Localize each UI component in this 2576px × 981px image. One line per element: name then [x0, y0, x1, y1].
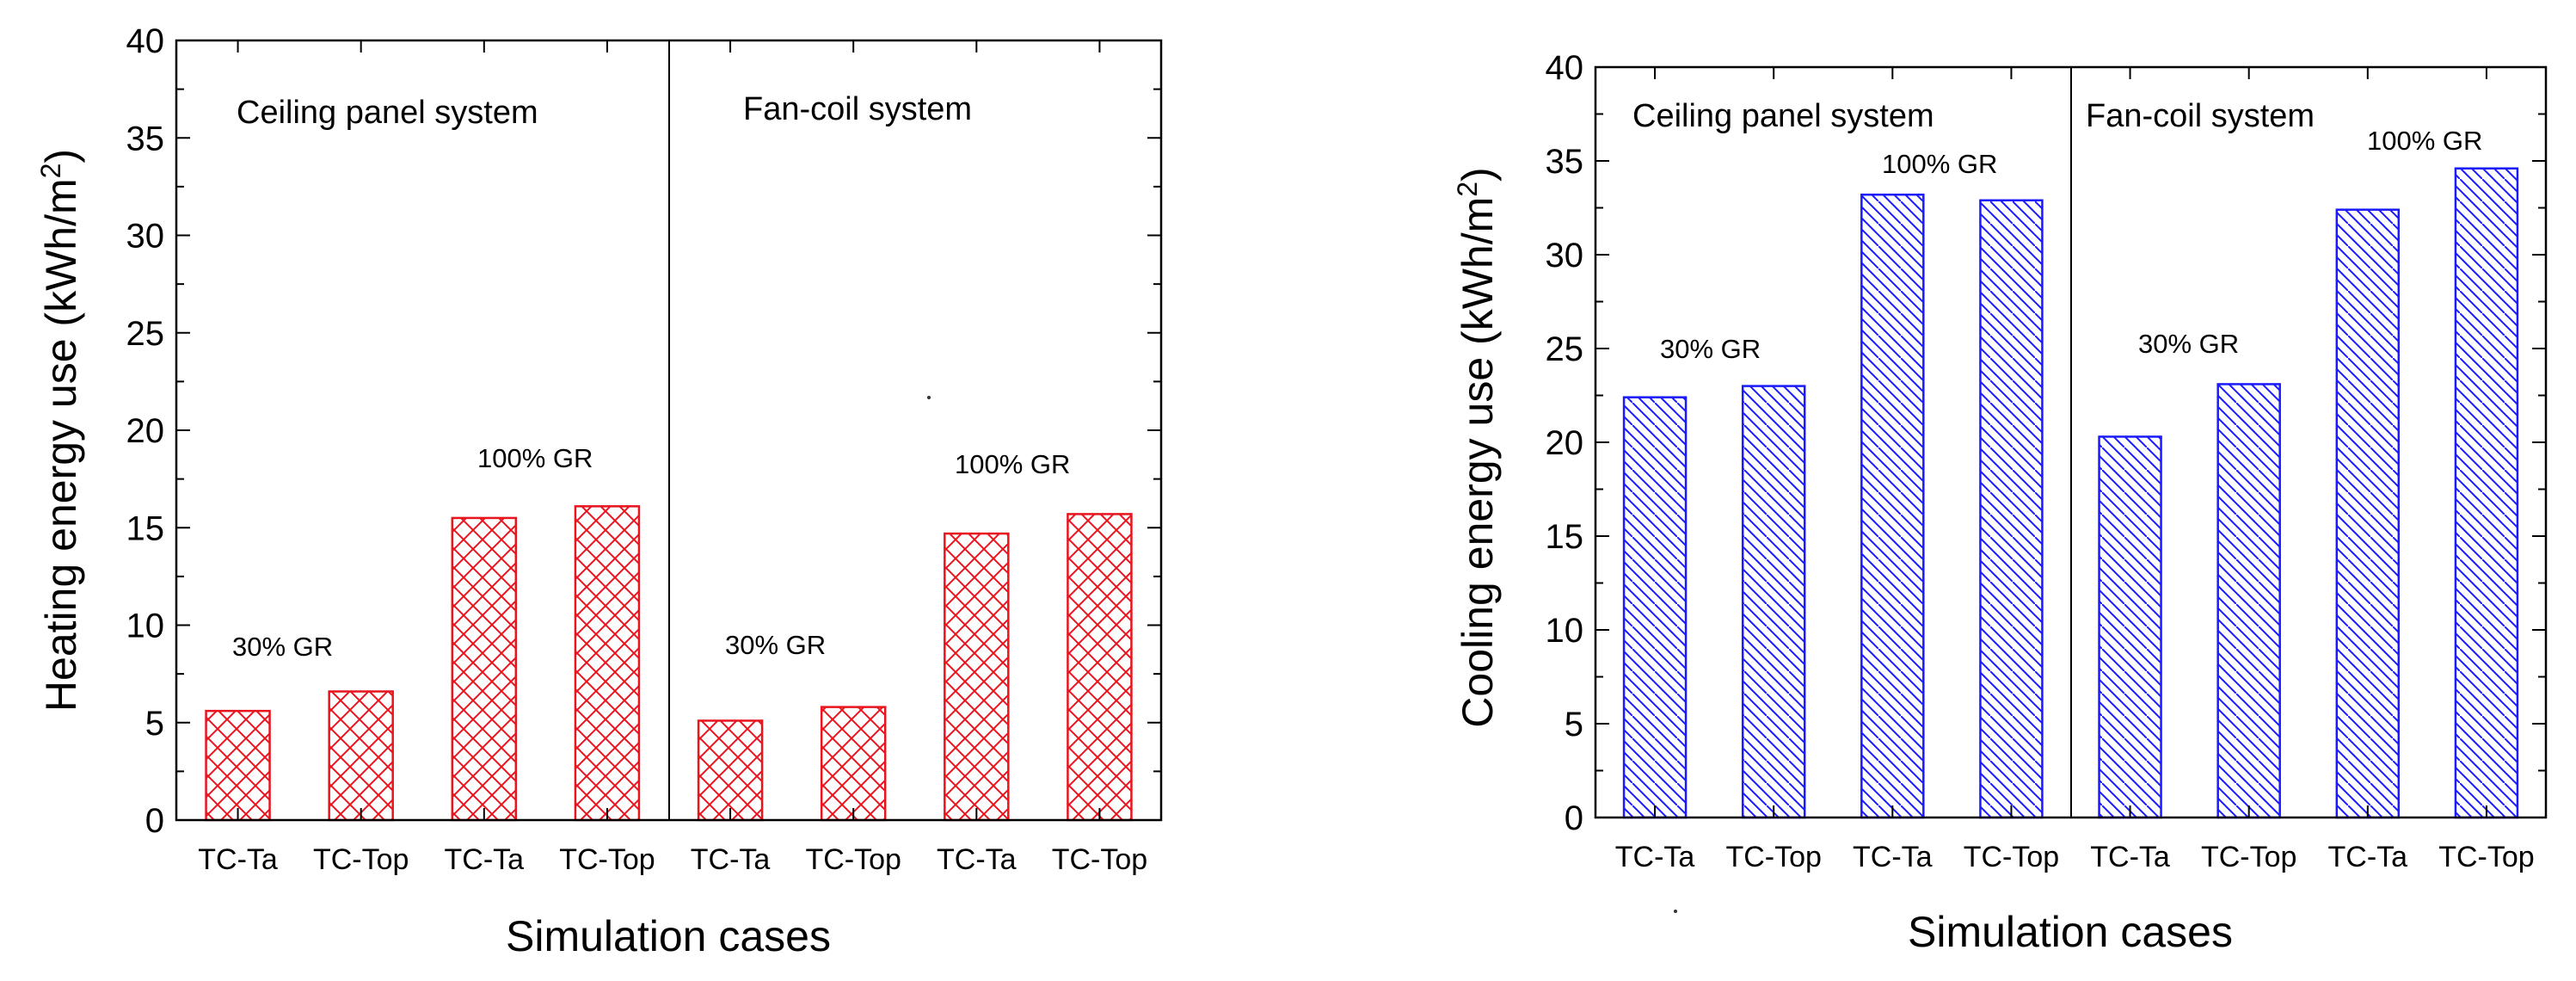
heating-category-label-7: TC-Top: [1052, 843, 1147, 876]
cooling-bar-5: [2216, 383, 2281, 819]
heating-annotation-fancoil-100: 100% GR: [955, 449, 1070, 479]
cooling-bar-3: [1979, 199, 2044, 819]
cooling-y-tick-label: 20: [1546, 424, 1584, 462]
stray-dot: [1674, 910, 1677, 913]
heating-y-axis-title: Heating energy use (kWh/m2): [35, 149, 85, 712]
heating-y-tick-label: 0: [145, 802, 164, 840]
cooling-y-axis-title: Cooling energy use (kWh/m2): [1452, 167, 1502, 727]
heating-x-categories: TC-Ta TC-Top TC-Ta TC-Top TC-Ta TC-Top TC-Ta TC…: [198, 843, 1147, 876]
cooling-y-tick-label: 15: [1546, 518, 1584, 556]
heating-category-label-4: TC-Ta: [691, 843, 771, 876]
cooling-category-label-5: TC-Top: [2201, 841, 2296, 873]
heating-category-label-0: TC-Ta: [198, 843, 278, 876]
heating-bar-5: [820, 706, 887, 822]
heating-category-label-3: TC-Top: [559, 843, 655, 876]
heating-annotation-ceiling-100: 100% GR: [477, 443, 593, 473]
heating-y-ticks: 0 5 10 15 20 25 30 35 40: [126, 22, 1161, 840]
cooling-category-label-1: TC-Top: [1725, 841, 1821, 873]
heating-annotation-fancoil-30: 30% GR: [725, 630, 826, 660]
cooling-y-ticks: 0 5 10 15 20 25 30 35 40: [1546, 49, 2546, 837]
cooling-category-label-7: TC-Top: [2438, 841, 2534, 873]
heating-bar-6: [944, 532, 1010, 822]
heating-y-tick-label: 30: [126, 218, 165, 256]
cooling-y-tick-label: 35: [1546, 143, 1584, 181]
cooling-y-tick-label: 30: [1546, 237, 1584, 275]
heating-annotation-ceiling-30: 30% GR: [232, 632, 333, 662]
heating-bar-3: [574, 505, 641, 822]
heating-y-tick-label: 5: [145, 705, 164, 743]
cooling-category-label-2: TC-Ta: [1853, 841, 1933, 873]
heating-bar-2: [451, 516, 518, 822]
cooling-category-label-6: TC-Ta: [2328, 841, 2408, 873]
heating-group-label-fancoil: Fan-coil system: [743, 91, 972, 127]
cooling-annotation-fancoil-30: 30% GR: [2138, 329, 2239, 359]
cooling-annotation-fancoil-100: 100% GR: [2367, 126, 2482, 156]
cooling-y-tick-label: 10: [1546, 612, 1584, 650]
heating-bar-7: [1067, 513, 1133, 822]
cooling-category-label-4: TC-Ta: [2090, 841, 2170, 873]
heating-y-tick-label: 25: [126, 315, 165, 353]
heating-category-label-5: TC-Top: [805, 843, 901, 876]
heating-bar-0: [205, 709, 271, 822]
heating-bar-1: [328, 690, 394, 822]
heating-y-tick-label: 20: [126, 412, 165, 450]
heating-category-label-1: TC-Top: [313, 843, 409, 876]
cooling-bar-1: [1741, 385, 1806, 819]
cooling-bar-7: [2454, 167, 2519, 819]
heating-y-tick-label: 35: [126, 120, 165, 157]
cooling-y-tick-label: 5: [1565, 706, 1583, 743]
stray-dot: [927, 396, 931, 399]
cooling-bar-4: [2098, 435, 2162, 819]
heating-group-label-ceiling: Ceiling panel system: [237, 95, 538, 131]
cooling-y-tick-label: 0: [1565, 799, 1583, 837]
cooling-bar-6: [2335, 208, 2401, 819]
heating-category-label-2: TC-Ta: [445, 843, 525, 876]
heating-x-axis-title: Simulation cases: [506, 912, 831, 960]
heating-category-label-6: TC-Ta: [937, 843, 1017, 876]
heating-y-tick-label: 40: [126, 22, 165, 60]
heating-y-tick-label: 10: [126, 608, 165, 645]
cooling-category-label-3: TC-Top: [1964, 841, 2059, 873]
cooling-bars: [1622, 167, 2519, 819]
cooling-y-tick-label: 40: [1546, 49, 1584, 87]
cooling-group-label-ceiling: Ceiling panel system: [1632, 98, 1934, 134]
cooling-annotation-ceiling-30: 30% GR: [1660, 334, 1761, 364]
cooling-bar-2: [1860, 193, 1925, 819]
heating-bars: [205, 505, 1133, 822]
cooling-annotation-ceiling-100: 100% GR: [1882, 149, 1997, 179]
heating-bar-4: [697, 719, 764, 822]
cooling-bar-0: [1622, 396, 1688, 819]
cooling-x-categories: TC-Ta TC-Top TC-Ta TC-Top TC-Ta TC-Top TC-Ta TC…: [1615, 841, 2535, 873]
cooling-x-axis-title: Simulation cases: [1908, 908, 2233, 956]
cooling-category-label-0: TC-Ta: [1615, 841, 1695, 873]
cooling-y-tick-label: 25: [1546, 330, 1584, 368]
cooling-group-label-fancoil: Fan-coil system: [2086, 98, 2315, 134]
heating-y-tick-label: 15: [126, 509, 165, 547]
